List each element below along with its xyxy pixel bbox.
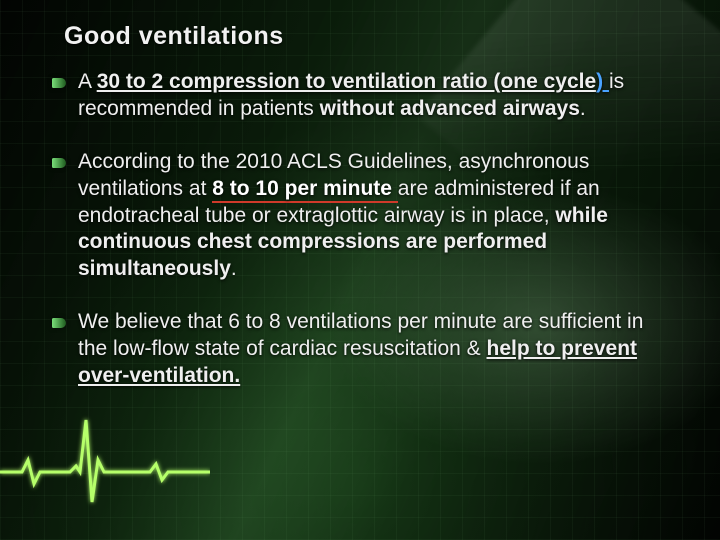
b2-period: . (231, 257, 237, 280)
slide-title: Good ventilations (64, 22, 676, 51)
bullet-list: A 30 to 2 compression to ventilation rat… (58, 69, 676, 390)
bullet-item-2: According to the 2010 ACLS Guidelines, a… (58, 149, 676, 283)
bullet-item-1: A 30 to 2 compression to ventilation rat… (58, 69, 676, 123)
b1-ratio: 30 to 2 compression to ventilation ratio… (97, 70, 596, 93)
bullet-item-3: We believe that 6 to 8 ventilations per … (58, 309, 676, 390)
b1-period: . (580, 97, 586, 120)
b1-paren: ) (596, 70, 609, 93)
b1-pre: A (78, 70, 97, 93)
b1-without: without advanced airways (320, 97, 580, 120)
slide-content: Good ventilations A 30 to 2 compression … (0, 0, 720, 540)
b2-rate: 8 to 10 per minute (212, 177, 398, 203)
